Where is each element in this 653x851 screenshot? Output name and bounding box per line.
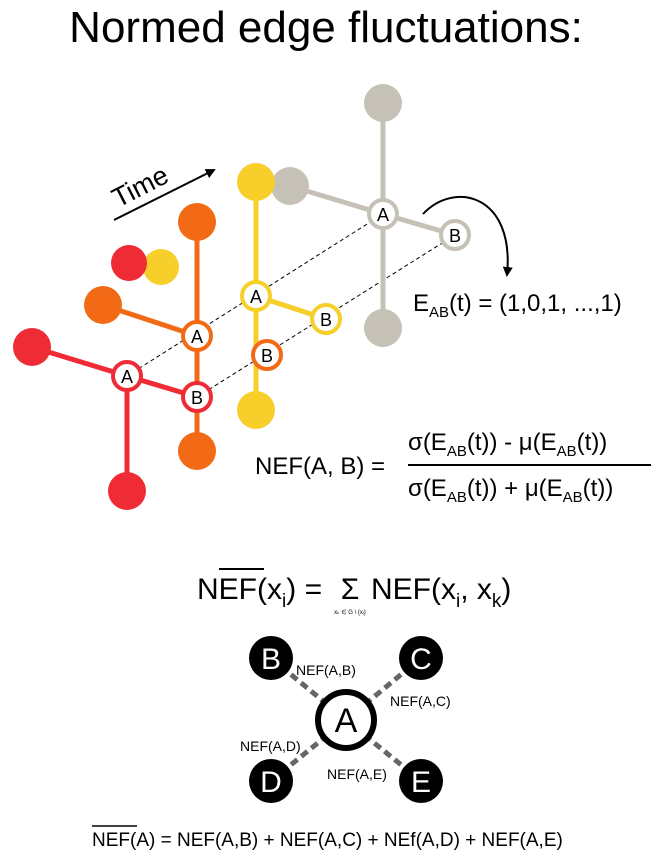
svg-text:B: B (449, 226, 461, 246)
star-node-a (315, 689, 377, 751)
edge-label-ab: NEF(A,B) (296, 662, 356, 678)
graph-node (178, 203, 216, 241)
star-node-d (249, 759, 293, 803)
svg-text:NEF(A) = NEF(A,B) + NEF(A,C) +: NEF(A) = NEF(A,B) + NEF(A,C) + NEf(A,D) … (92, 830, 563, 851)
nef-lhs: NEF(A, B) = (255, 453, 385, 480)
svg-text:B: B (191, 388, 203, 408)
svg-text:B: B (320, 310, 332, 330)
graph-node (271, 167, 309, 205)
graph-node (364, 84, 402, 122)
dashed-line-b (196, 234, 456, 398)
node-a-orange (181, 320, 213, 352)
time-arrow (113, 169, 216, 221)
curved-arrow (422, 196, 513, 277)
svg-text:A: A (191, 327, 203, 347)
graph-node (84, 286, 122, 324)
node-b-gray (439, 219, 471, 251)
graph-gray: A B (271, 84, 471, 347)
graph-node (237, 391, 275, 429)
node-a-red (111, 360, 143, 392)
star-node-e (399, 759, 443, 803)
dashed-line-a (126, 213, 384, 377)
graph-node (108, 472, 146, 510)
node-b-yellow (310, 303, 342, 335)
graph-orange: A B (84, 203, 283, 470)
graph-red: A B (13, 328, 213, 510)
node-a-gray (367, 198, 399, 230)
graph-node (178, 432, 216, 470)
svg-text:A: A (335, 702, 358, 740)
node-a-yellow (240, 280, 272, 312)
svg-text:A: A (250, 287, 262, 307)
edge-label-ae: NEF(A,E) (327, 766, 387, 782)
graph-node (237, 163, 275, 201)
time-label: Time (107, 160, 173, 214)
graph-node (13, 328, 51, 366)
svg-text:E: E (411, 766, 431, 799)
graph-yellow: A B (143, 163, 342, 429)
star-node-c (399, 636, 443, 680)
sum-formula: NEF(xi) = Σ xₖ ∈ G \ {xᵢ} NEF(xi, xk) (197, 568, 511, 616)
sum-rhs: NEF(xi, xk) (371, 573, 511, 612)
nef-numerator: σ(EAB(t)) - μ(EAB(t)) (408, 429, 607, 460)
graph-node (364, 309, 402, 347)
svg-text:A: A (377, 205, 389, 225)
edge-label-ad: NEF(A,D) (240, 738, 301, 754)
bottom-formula: NEF(A) = NEF(A,B) + NEF(A,C) + NEf(A,D) … (92, 825, 563, 851)
svg-text:C: C (410, 643, 432, 676)
svg-text:B: B (261, 346, 273, 366)
graph-node (111, 245, 147, 281)
sigma-symbol: Σ (341, 573, 360, 606)
svg-text:B: B (261, 643, 281, 676)
svg-text:A: A (121, 367, 133, 387)
star-node-b (249, 636, 293, 680)
edge-series-expression: EAB(t) = (1,0,1, ...,1) (413, 290, 622, 321)
node-b-red (181, 381, 213, 413)
nef-formula: NEF(A, B) = σ(EAB(t)) - μ(EAB(t)) σ(EAB(… (255, 429, 651, 506)
graph-node (143, 249, 179, 285)
svg-text:D: D (260, 766, 282, 799)
node-b-orange (251, 339, 283, 371)
nef-denominator: σ(EAB(t)) + μ(EAB(t)) (408, 475, 613, 506)
sigma-subscript: xₖ ∈ G \ {xᵢ} (334, 609, 366, 616)
edge-label-ac: NEF(A,C) (390, 693, 451, 709)
sum-lhs: NEF(xi) = (197, 573, 322, 612)
title: Normed edge fluctuations: (69, 3, 583, 52)
star-graph: B C D E A NEF(A,B) NEF(A,C) NEF(A,D) NEF… (240, 636, 451, 803)
